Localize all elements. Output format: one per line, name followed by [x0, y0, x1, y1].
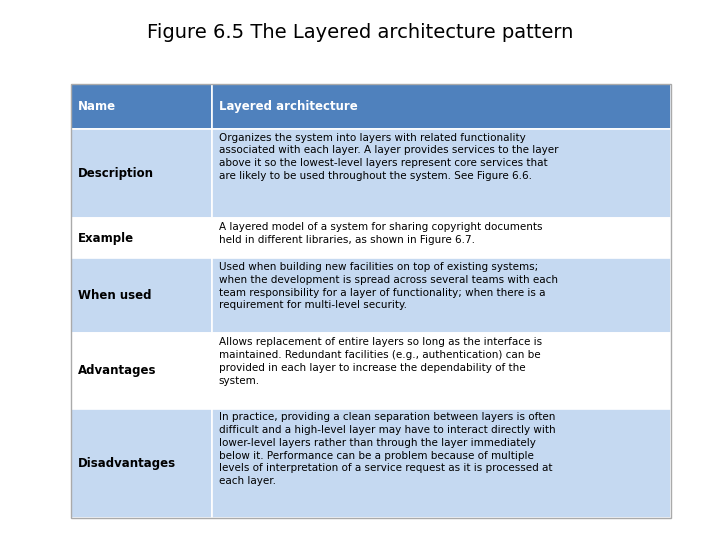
Text: Allows replacement of entire layers so long as the interface is
maintained. Redu: Allows replacement of entire layers so l… — [219, 337, 542, 386]
FancyBboxPatch shape — [71, 408, 212, 518]
FancyBboxPatch shape — [212, 333, 671, 408]
Text: Advantages: Advantages — [78, 364, 156, 377]
FancyBboxPatch shape — [71, 129, 212, 218]
FancyBboxPatch shape — [71, 218, 212, 258]
Text: A layered model of a system for sharing copyright documents
held in different li: A layered model of a system for sharing … — [219, 222, 542, 245]
FancyBboxPatch shape — [71, 333, 212, 408]
Text: Layered architecture: Layered architecture — [219, 100, 358, 113]
FancyBboxPatch shape — [212, 129, 671, 218]
Text: Figure 6.5 The Layered architecture pattern: Figure 6.5 The Layered architecture patt… — [147, 23, 573, 42]
Text: Organizes the system into layers with related functionality
associated with each: Organizes the system into layers with re… — [219, 133, 559, 181]
FancyBboxPatch shape — [212, 218, 671, 258]
Text: Example: Example — [78, 232, 134, 245]
FancyBboxPatch shape — [212, 408, 671, 518]
Text: Used when building new facilities on top of existing systems;
when the developme: Used when building new facilities on top… — [219, 262, 558, 310]
Text: Description: Description — [78, 167, 154, 180]
FancyBboxPatch shape — [71, 84, 212, 129]
FancyBboxPatch shape — [71, 258, 212, 333]
FancyBboxPatch shape — [212, 84, 671, 129]
Text: In practice, providing a clean separation between layers is often
difficult and : In practice, providing a clean separatio… — [219, 412, 556, 487]
Text: Name: Name — [78, 100, 116, 113]
Text: Disadvantages: Disadvantages — [78, 457, 176, 470]
FancyBboxPatch shape — [212, 258, 671, 333]
Text: When used: When used — [78, 289, 151, 302]
